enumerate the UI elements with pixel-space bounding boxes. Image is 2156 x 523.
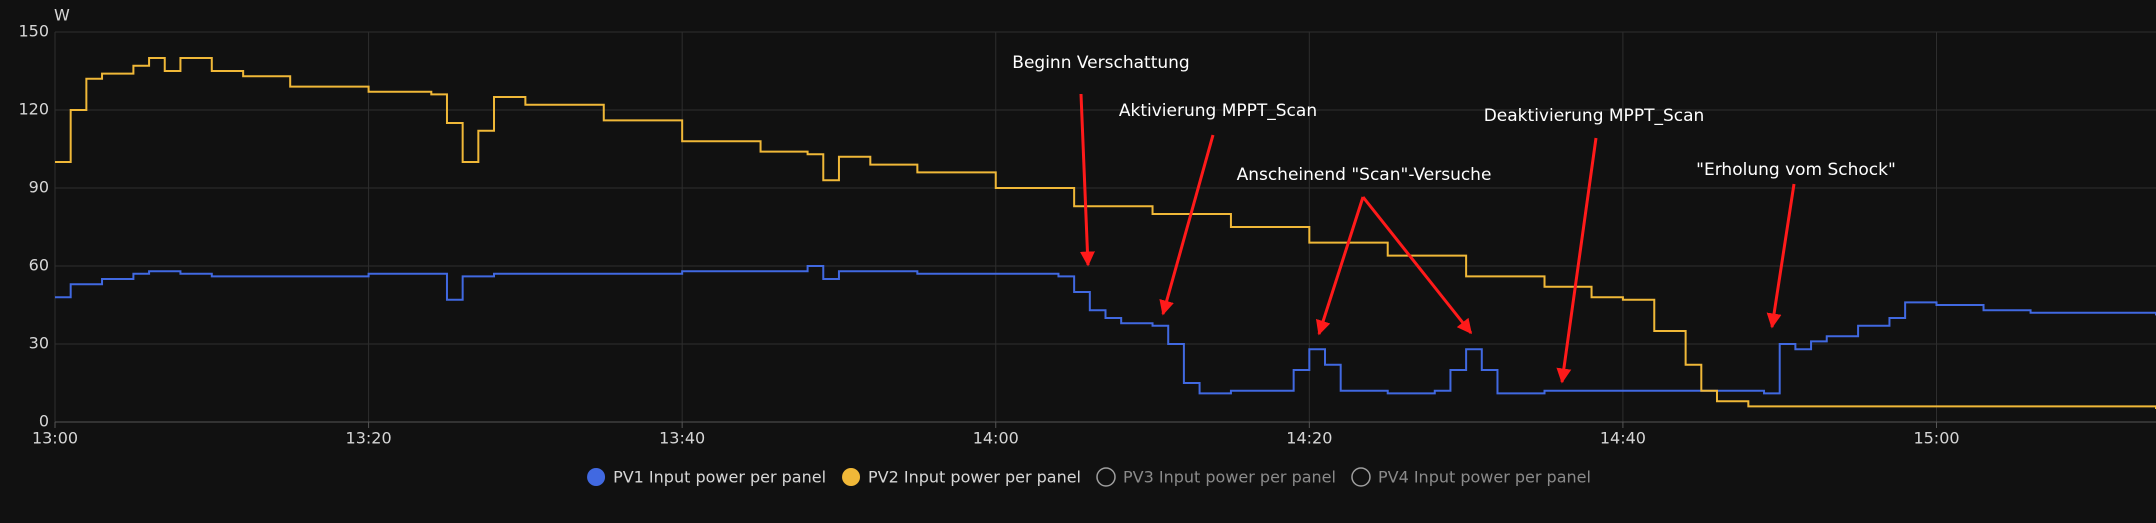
x-tick-label: 14:20 [1286, 429, 1332, 448]
legend-label[interactable]: PV2 Input power per panel [868, 468, 1081, 487]
legend-label[interactable]: PV1 Input power per panel [613, 468, 826, 487]
x-tick-label: 15:00 [1913, 429, 1959, 448]
y-tick-label: 90 [29, 178, 49, 197]
annotation-arrow [1556, 137, 1598, 384]
legend-label[interactable]: PV4 Input power per panel [1378, 468, 1591, 487]
x-tick-label: 14:40 [1600, 429, 1646, 448]
annotation: Deaktivierung MPPT_Scan [1484, 106, 1705, 126]
legend-marker[interactable] [1351, 467, 1371, 487]
legend-marker[interactable] [587, 468, 606, 486]
y-tick-label: 30 [29, 334, 49, 353]
y-tick-label: 60 [29, 256, 49, 275]
y-tick-label: 120 [18, 100, 49, 119]
annotation-arrow [1361, 196, 1473, 335]
annotation-arrow [1766, 183, 1796, 329]
legend-marker[interactable] [1096, 467, 1116, 487]
annotation: "Erholung vom Schock" [1696, 160, 1896, 180]
data-line [55, 57, 2156, 409]
annotation-arrow [1079, 93, 1095, 267]
y-axis-label: W [54, 6, 70, 25]
x-tick-label: 13:40 [659, 429, 705, 448]
y-tick-label: 150 [18, 22, 49, 41]
data-line [55, 265, 2156, 395]
annotation-arrow [1315, 196, 1365, 336]
annotation: Anscheinend "Scan"-Versuche [1237, 165, 1492, 185]
annotation: Aktivierung MPPT_Scan [1119, 101, 1317, 121]
x-tick-label: 14:00 [973, 429, 1019, 448]
legend-label[interactable]: PV3 Input power per panel [1123, 468, 1336, 487]
y-tick-label: 0 [39, 412, 49, 431]
annotation: Beginn Verschattung [1012, 53, 1189, 73]
annotation-arrow [1159, 134, 1215, 316]
legend-marker[interactable] [842, 468, 861, 486]
x-tick-label: 13:20 [346, 429, 392, 448]
x-tick-label: 13:00 [32, 429, 78, 448]
